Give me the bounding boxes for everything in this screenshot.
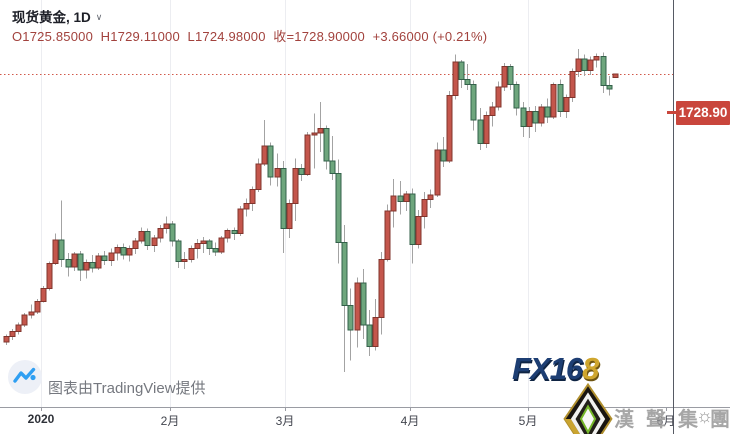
last-price-label: 1728.90 — [676, 101, 730, 125]
time-axis-label-month: 4月 — [400, 414, 420, 428]
tradingview-logo-icon[interactable] — [8, 360, 42, 394]
time-axis-label-month: 5月 — [518, 414, 538, 428]
time-axis-label-month: 3月 — [275, 414, 295, 428]
symbol-title-row: 现货黄金, 1D ∨ — [12, 6, 102, 26]
tradingview-attribution[interactable]: 图表由TradingView提供 — [48, 380, 206, 397]
price-axis-tick — [667, 111, 676, 114]
fx168-logo-eight: 8 — [582, 351, 599, 386]
time-axis-label-month: 2月 — [160, 414, 180, 428]
time-axis-label-month: 6月 — [656, 414, 676, 428]
hansheng-watermark-text: 漢聲集團 — [614, 409, 730, 431]
time-axis-label-year: 2020 — [27, 412, 55, 426]
hansheng-diamond-logo-icon — [563, 383, 613, 434]
ohlc-values: O1725.85000 H1729.11000 L1724.98000 收=17… — [12, 29, 488, 44]
symbol-title[interactable]: 现货黄金, 1D — [12, 10, 91, 25]
sun-icon: ☼ — [696, 406, 714, 427]
fx168-logo-text: FX16 — [512, 351, 583, 386]
fx168-logo: FX168 — [512, 351, 599, 387]
chevron-down-icon[interactable]: ∨ — [95, 12, 103, 22]
